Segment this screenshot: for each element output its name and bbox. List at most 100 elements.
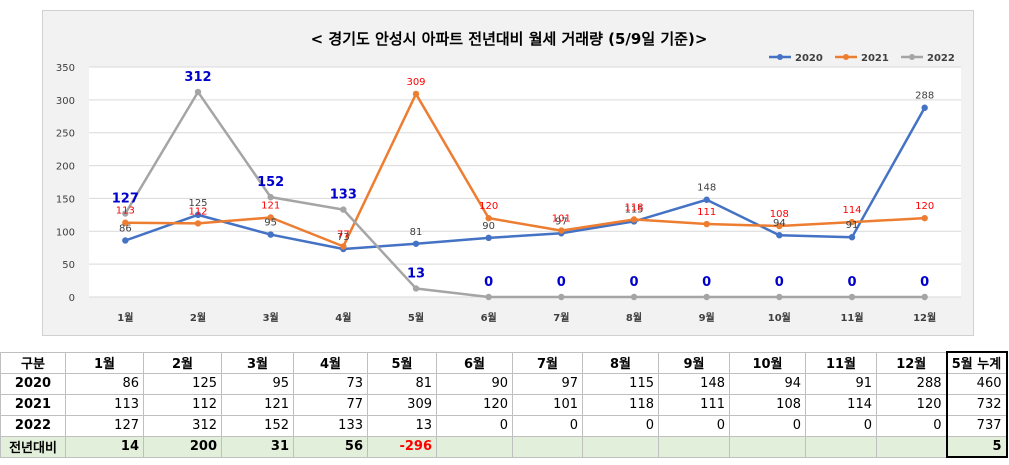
table-cell: 0 <box>582 414 659 437</box>
table-cell: 0 <box>876 414 947 437</box>
data-point <box>776 293 783 301</box>
row-label: 전년대비 <box>0 435 66 458</box>
data-label: 0 <box>702 275 711 290</box>
table-row: 2022 127 312 152 133 13 0 0 0 0 0 0 0 737 <box>0 414 1008 437</box>
data-label: 152 <box>257 175 284 190</box>
data-label: 288 <box>915 91 934 102</box>
plot-area <box>89 67 961 297</box>
diff-cell <box>658 435 730 458</box>
data-point <box>848 293 856 301</box>
data-label: 0 <box>920 275 929 290</box>
table-cell: 148 <box>658 372 730 395</box>
x-tick-label: 8월 <box>626 312 642 324</box>
x-tick-label: 6월 <box>481 312 497 324</box>
data-label: 120 <box>915 201 934 212</box>
data-point <box>194 220 202 227</box>
table-cell: 312 <box>143 414 222 437</box>
data-label: 86 <box>119 223 132 234</box>
data-point <box>485 214 492 222</box>
table-cell: 118 <box>582 393 659 416</box>
data-label: 0 <box>484 275 493 290</box>
data-label: 0 <box>557 275 566 290</box>
y-tick-label: 100 <box>56 227 75 238</box>
header-cell: 2월 <box>143 351 222 374</box>
data-point <box>848 234 856 241</box>
data-label: 133 <box>330 188 357 203</box>
x-tick-label: 2월 <box>190 312 206 324</box>
data-point <box>267 231 274 238</box>
header-cell: 1월 <box>65 351 144 374</box>
data-point <box>267 193 274 201</box>
table-cell: 108 <box>729 393 806 416</box>
data-label: 0 <box>775 275 784 290</box>
data-point <box>340 243 347 250</box>
row-total: 460 <box>945 372 1008 395</box>
data-label: 101 <box>552 214 571 225</box>
header-cell: 11월 <box>805 351 877 374</box>
diff-cell <box>876 435 947 458</box>
table-cell: 86 <box>65 372 144 395</box>
table-cell: 90 <box>436 372 513 395</box>
row-label: 2022 <box>0 414 66 437</box>
data-point <box>340 206 347 213</box>
header-cell: 구분 <box>0 351 66 374</box>
data-label: 90 <box>482 221 495 232</box>
table-cell: 0 <box>805 414 877 437</box>
data-point <box>485 234 492 242</box>
x-tick-label: 7월 <box>553 312 569 324</box>
data-point <box>122 219 129 226</box>
table-cell: 125 <box>143 372 222 395</box>
header-cell: 6월 <box>436 351 513 374</box>
data-point <box>776 222 783 230</box>
table-cell: 288 <box>876 372 947 395</box>
data-point <box>412 90 420 98</box>
chart-title: < 경기도 안성시 아파트 전년대비 월세 거래량 (5/9일 기준)> <box>311 30 708 48</box>
data-point <box>703 196 710 203</box>
legend-label: 2021 <box>861 53 889 64</box>
data-label: 125 <box>188 198 207 209</box>
y-tick-label: 350 <box>56 63 75 74</box>
data-label: 111 <box>697 207 716 218</box>
data-point <box>776 232 783 239</box>
data-label: 108 <box>770 209 789 220</box>
table-cell: 115 <box>582 372 659 395</box>
data-point <box>703 220 710 228</box>
y-tick-label: 200 <box>56 162 75 173</box>
table-cell: 113 <box>65 393 144 416</box>
diff-total: 5 <box>945 435 1008 458</box>
table-cell: 309 <box>367 393 437 416</box>
y-tick-label: 250 <box>56 129 75 140</box>
header-cell: 5월 <box>367 351 437 374</box>
diff-cell <box>512 435 583 458</box>
table-header-row: 구분 1월 2월 3월 4월 5월 6월 7월 8월 9월 10월 11월 12월 5월 누계 <box>0 351 1008 374</box>
diff-cell <box>582 435 659 458</box>
table-cell: 13 <box>367 414 437 437</box>
data-label: 113 <box>116 206 135 217</box>
x-tick-label: 12월 <box>913 312 936 324</box>
data-point <box>630 293 638 301</box>
data-label: 112 <box>188 206 207 217</box>
diff-cell <box>436 435 513 458</box>
table-cell: 94 <box>729 372 806 395</box>
data-point <box>122 237 129 244</box>
table-cell: 111 <box>658 393 730 416</box>
data-label: 312 <box>184 70 211 85</box>
legend-label: 2020 <box>795 53 823 64</box>
data-label: 91 <box>846 220 859 231</box>
data-label: 148 <box>697 183 716 194</box>
table-cell: 91 <box>805 372 877 395</box>
data-point <box>921 214 928 222</box>
data-point <box>703 293 710 301</box>
row-label: 2020 <box>0 372 66 395</box>
data-label: 77 <box>337 229 350 240</box>
x-tick-label: 1월 <box>117 312 133 324</box>
header-cell: 10월 <box>729 351 806 374</box>
table-cell: 0 <box>512 414 583 437</box>
header-cell: 4월 <box>293 351 368 374</box>
row-total: 732 <box>945 393 1008 416</box>
data-label: 94 <box>773 218 786 229</box>
data-point <box>122 210 129 217</box>
legend-marker <box>909 54 915 60</box>
table-cell: 0 <box>658 414 730 437</box>
legend-marker <box>843 54 849 60</box>
